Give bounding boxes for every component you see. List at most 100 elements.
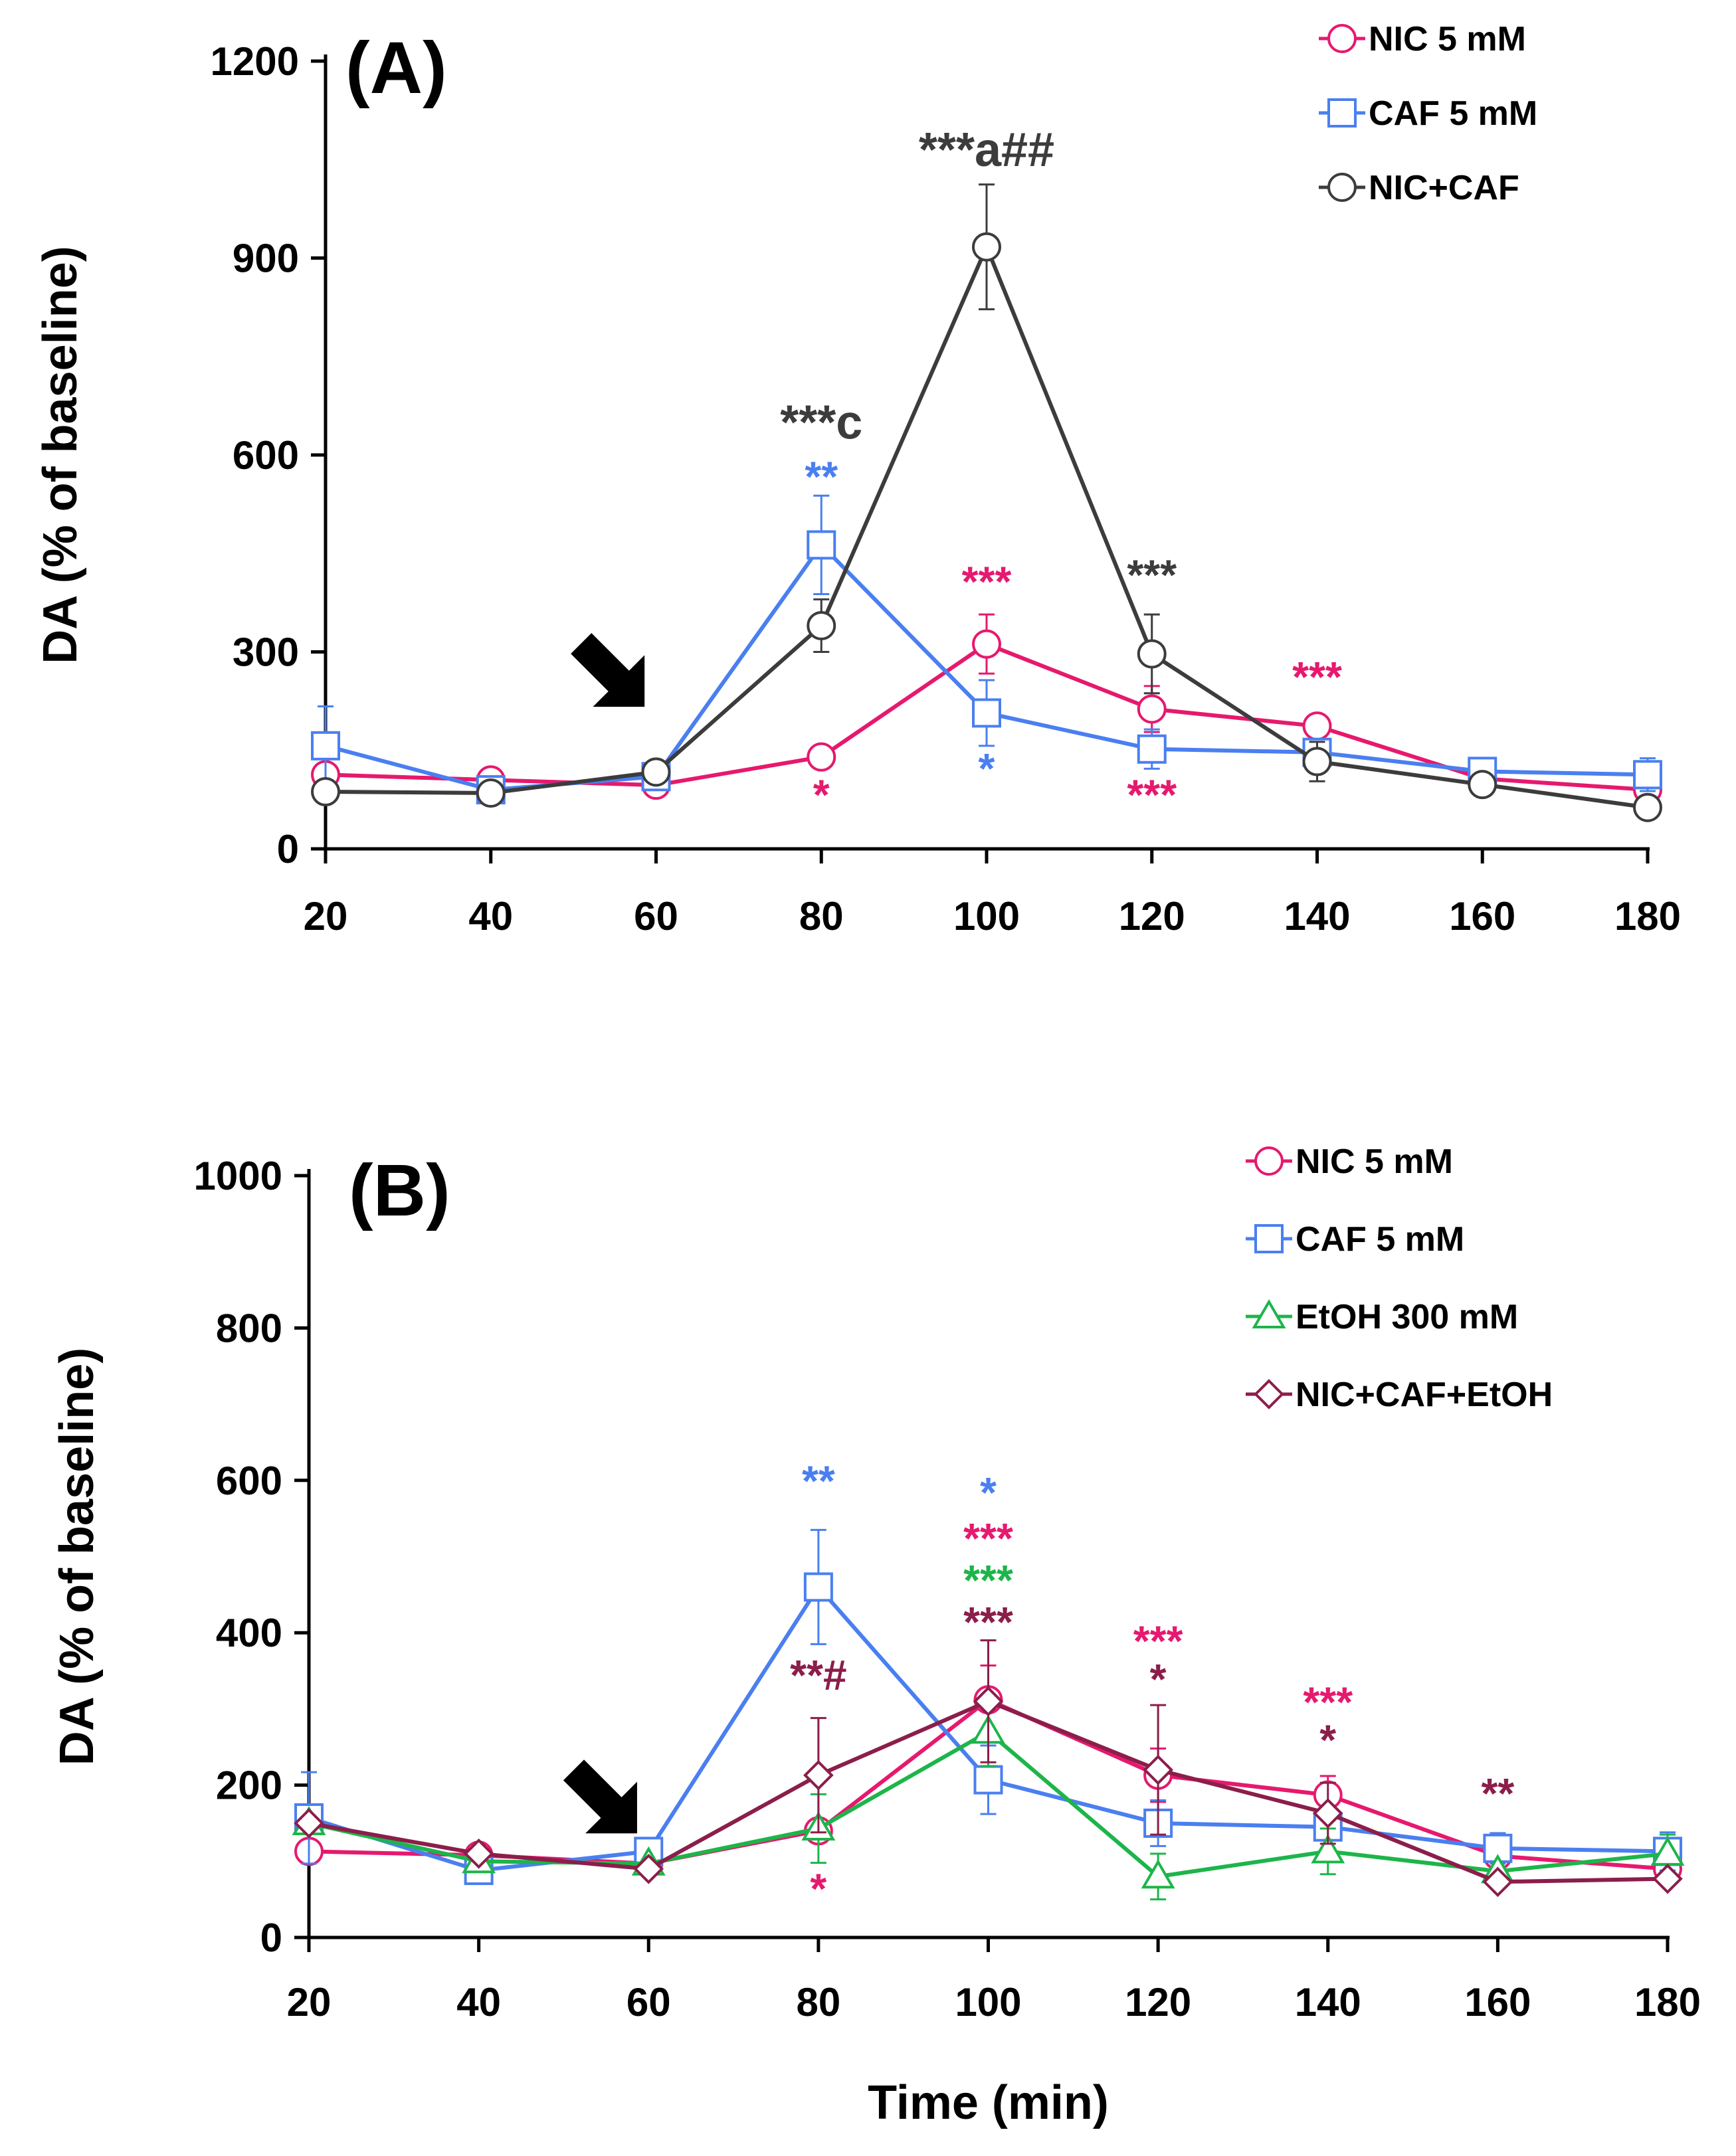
significance-annotation: ** (802, 1457, 835, 1505)
x-tick-label: 180 (1614, 894, 1681, 939)
y-tick-label: 1200 (211, 39, 299, 84)
arrow-shape (571, 633, 645, 707)
legend-label: NIC 5 mM (1369, 20, 1526, 58)
data-point (972, 629, 1001, 659)
x-tick-label: 180 (1634, 1980, 1701, 2024)
data-point (311, 777, 340, 807)
data-point (1311, 1834, 1345, 1864)
significance-annotation: *** (1127, 771, 1177, 819)
y-axis-title: DA (% of baseline) (50, 1348, 104, 1765)
panel-label: (B) (349, 1150, 450, 1231)
significance-annotation: * (1150, 1655, 1167, 1703)
data-point (463, 1839, 494, 1869)
data-point (1327, 173, 1357, 202)
x-tick-label: 40 (456, 1980, 501, 2024)
significance-annotation: *** (962, 557, 1012, 605)
data-point (1312, 1798, 1343, 1829)
significance-annotation: *** (963, 1598, 1013, 1646)
data-point (1302, 747, 1332, 776)
significance-annotation: * (810, 1864, 826, 1912)
data-point (1327, 98, 1357, 128)
x-tick-label: 60 (634, 894, 678, 939)
data-point (1633, 760, 1662, 790)
data-point (1652, 1863, 1683, 1894)
data-point (972, 232, 1001, 262)
x-tick-label: 100 (953, 894, 1020, 939)
x-tick-label: 20 (287, 1980, 332, 2024)
data-point (476, 778, 506, 808)
x-tick-label: 80 (797, 1980, 841, 2024)
y-tick-label: 900 (233, 236, 299, 281)
significance-annotation: *** (1127, 551, 1177, 599)
data-point (807, 530, 836, 560)
x-tick-label: 100 (955, 1980, 1021, 2024)
data-point (1137, 694, 1167, 724)
y-tick-label: 0 (277, 827, 299, 871)
y-tick-label: 1000 (194, 1154, 282, 1198)
significance-annotation: **# (790, 1651, 846, 1699)
series-nic-caf-etoh (294, 1639, 1683, 1898)
data-point (1254, 1146, 1284, 1176)
significance-annotation: * (1319, 1716, 1336, 1764)
x-tick-label: 20 (304, 894, 348, 939)
data-point (807, 742, 836, 772)
arrow-icon (563, 1759, 637, 1834)
data-point (1302, 711, 1332, 741)
x-axis-title: Time (min) (868, 2076, 1109, 2129)
data-point (1137, 639, 1167, 669)
data-point (1137, 734, 1167, 764)
significance-annotation: *** (1303, 1678, 1353, 1726)
x-tick-label: 140 (1284, 894, 1350, 939)
legend-label: NIC 5 mM (1296, 1142, 1453, 1181)
panel-a: 0 300 600 900 1200 20 40 60 80 100 120 140 160 180 DA … (34, 20, 1681, 939)
x-tick-label: 40 (468, 894, 513, 939)
data-point (1468, 770, 1497, 800)
x-tick-label: 140 (1295, 1980, 1361, 2024)
data-point (807, 610, 836, 640)
y-axis-title: DA (% of baseline) (34, 246, 87, 664)
data-point (803, 1572, 833, 1602)
y-tick-label: 600 (233, 433, 299, 478)
data-point (633, 1853, 664, 1884)
y-tick-label: 600 (216, 1459, 282, 1503)
legend-label: EtOH 300 mM (1296, 1298, 1518, 1336)
legend-label: CAF 5 mM (1296, 1220, 1464, 1259)
data-point (803, 1759, 834, 1791)
data-point (1141, 1859, 1175, 1889)
y-tick-label: 200 (216, 1763, 282, 1808)
significance-annotation: * (813, 771, 830, 819)
data-point (641, 757, 671, 787)
x-tick-label: 120 (1125, 1980, 1191, 2024)
data-point (1633, 792, 1662, 822)
arrow-shape (563, 1759, 637, 1834)
data-point (311, 731, 340, 761)
data-point (1254, 1224, 1284, 1253)
data-point (1254, 1379, 1284, 1409)
legend-label: NIC+CAF+EtOH (1296, 1376, 1553, 1414)
x-tick-label: 60 (627, 1980, 671, 2024)
series-nic-caf (311, 183, 1662, 822)
x-tick-label: 160 (1449, 894, 1515, 939)
significance-annotation: * (979, 745, 995, 792)
y-tick-label: 800 (216, 1306, 282, 1350)
x-tick-label: 120 (1119, 894, 1185, 939)
legend-label: CAF 5 mM (1369, 94, 1537, 133)
significance-annotation: *** (963, 1556, 1013, 1604)
data-point (1143, 1754, 1173, 1785)
significance-annotation: ***c (780, 396, 862, 449)
data-point (1252, 1299, 1286, 1328)
data-point (1482, 1866, 1513, 1898)
significance-annotation: *** (963, 1514, 1013, 1562)
significance-annotation: ***a## (919, 124, 1054, 177)
arrow-icon (571, 633, 645, 707)
panel-label: (A) (345, 27, 447, 109)
significance-annotation: ** (1481, 1769, 1514, 1817)
significance-annotation: * (980, 1469, 997, 1516)
y-tick-label: 0 (260, 1916, 282, 1960)
significance-annotation: *** (1133, 1617, 1183, 1665)
data-point (973, 1765, 1003, 1795)
data-point (973, 1686, 1004, 1717)
x-tick-label: 80 (799, 894, 844, 939)
data-point (294, 1808, 324, 1839)
